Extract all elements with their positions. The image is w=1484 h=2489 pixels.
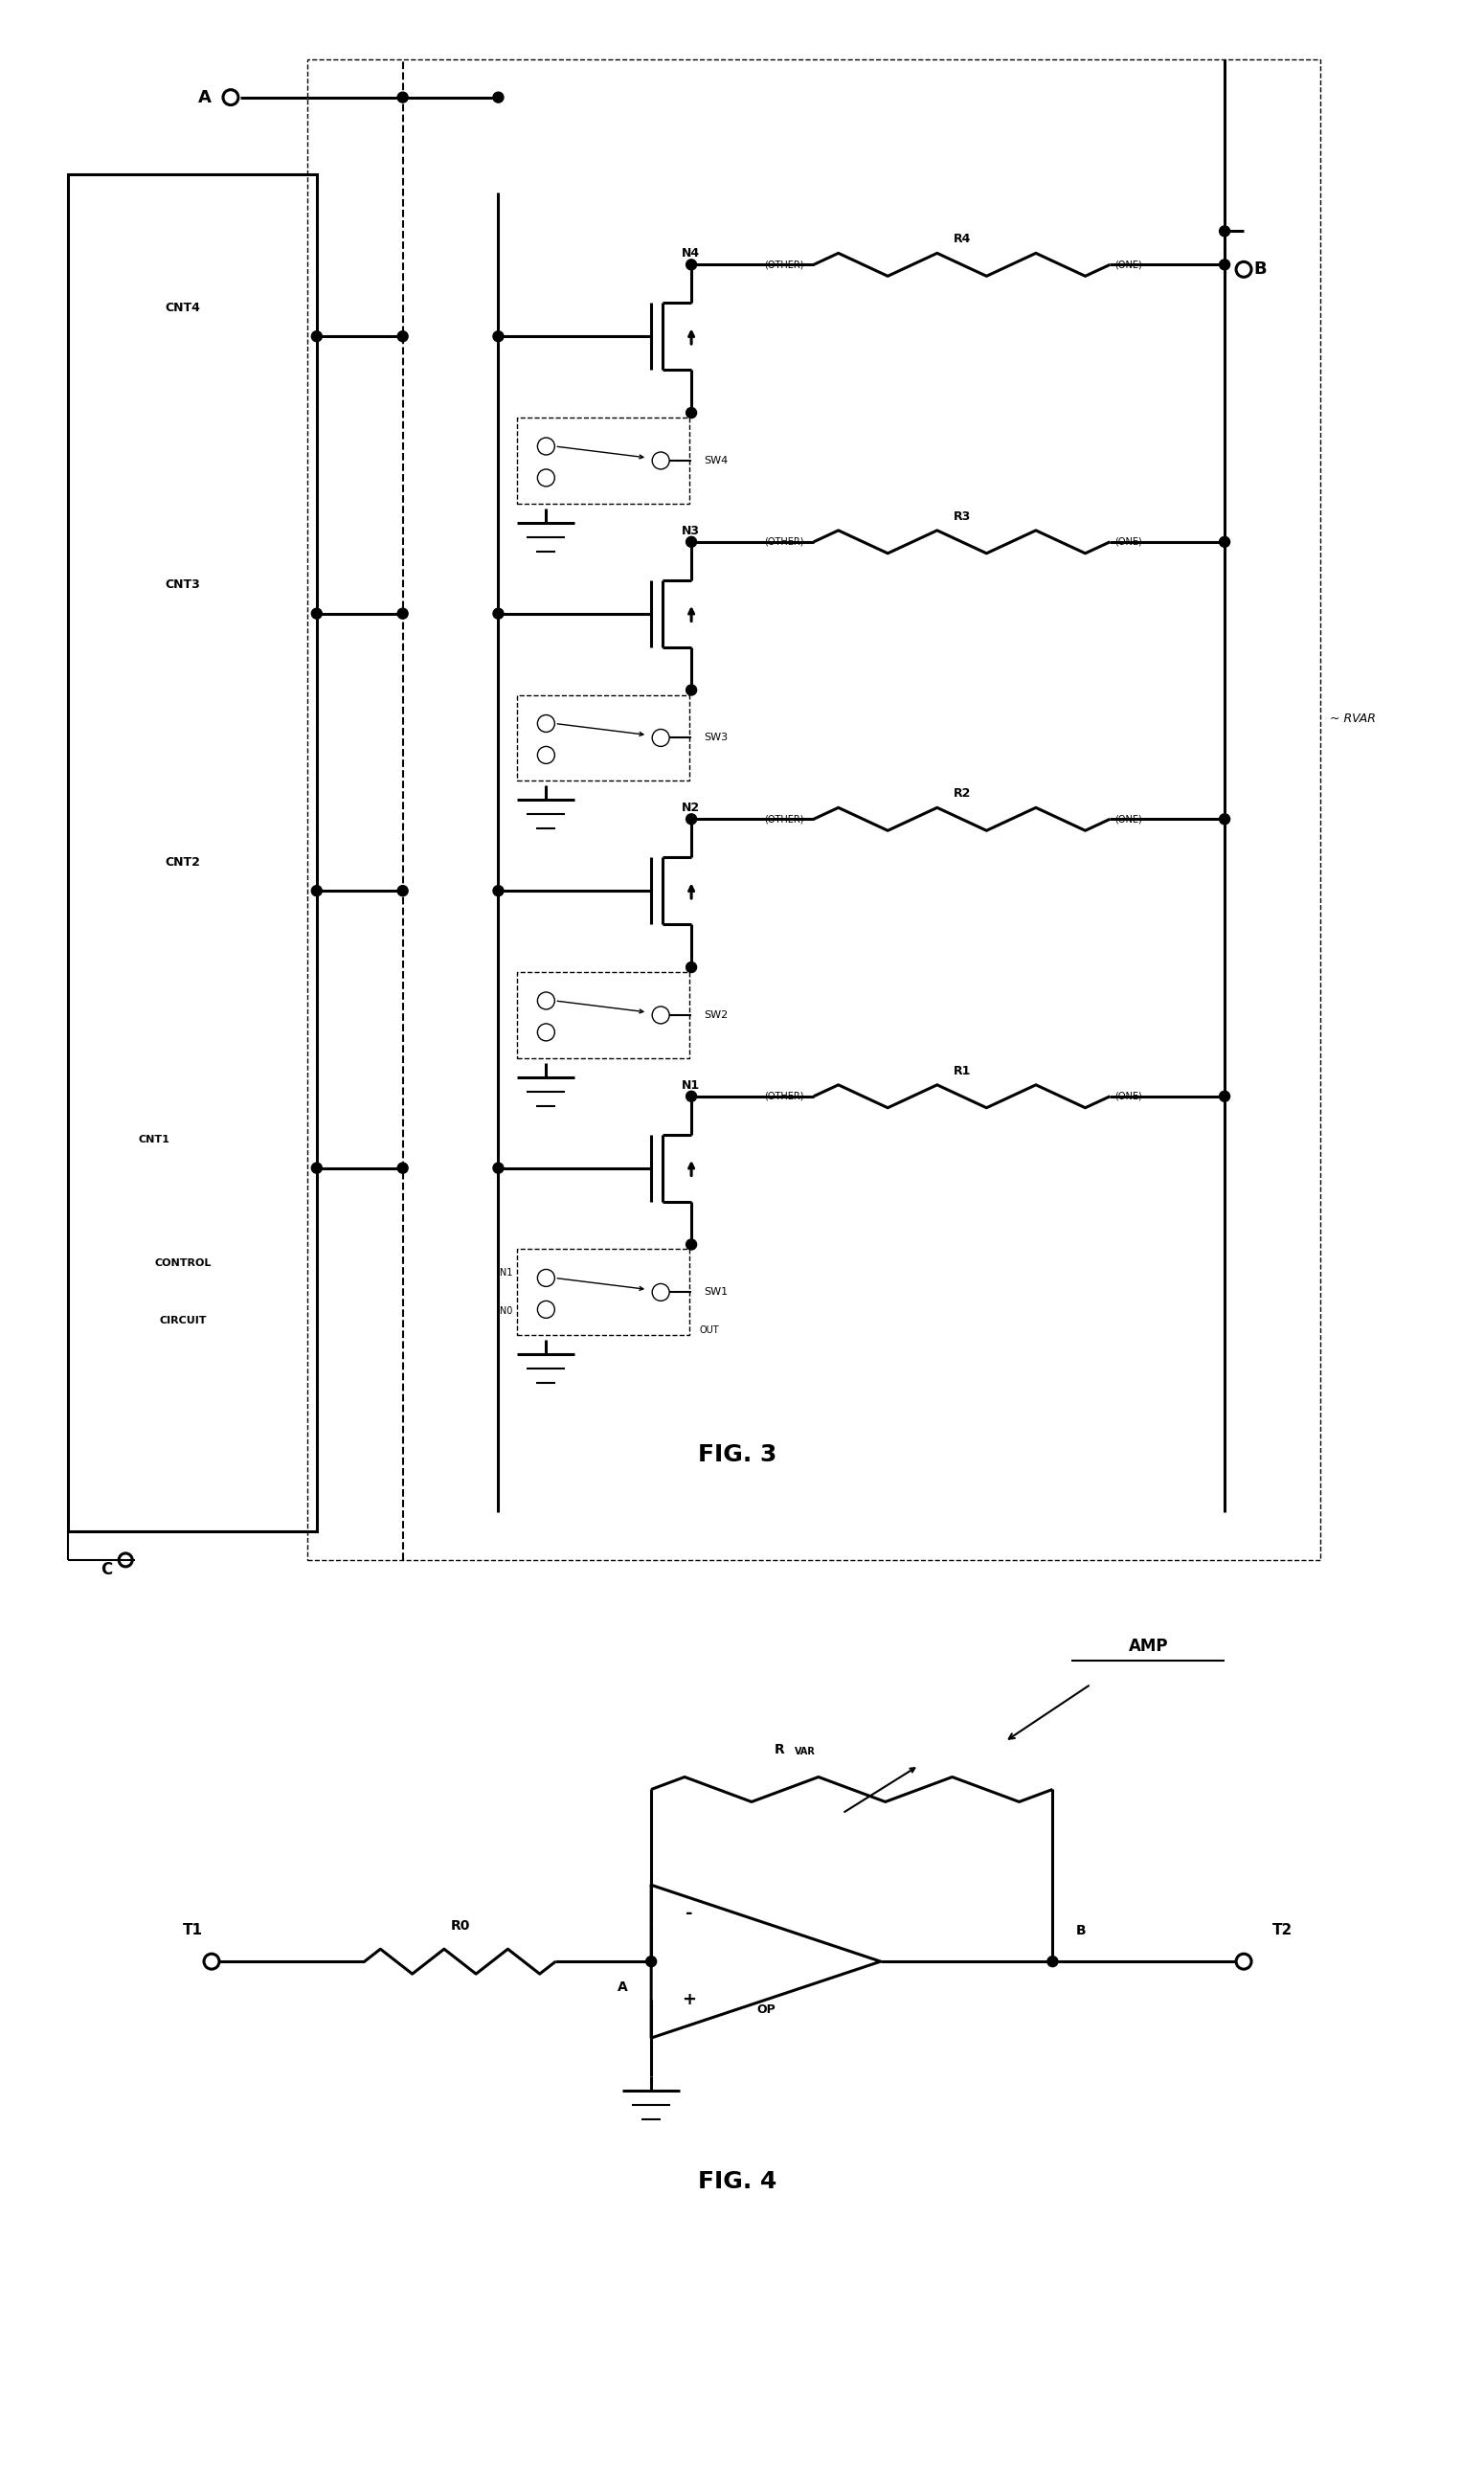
Text: VAR: VAR [794,1747,816,1755]
Text: CIRCUIT: CIRCUIT [159,1317,206,1327]
Text: IN0: IN0 [497,1307,512,1317]
Text: CNT3: CNT3 [165,577,200,590]
Circle shape [398,886,408,896]
Circle shape [398,1162,408,1172]
Circle shape [686,538,696,548]
Circle shape [1220,259,1230,269]
Circle shape [398,607,408,620]
Circle shape [686,1090,696,1103]
Text: CNT1: CNT1 [138,1135,171,1145]
Text: CNT4: CNT4 [165,301,200,314]
Circle shape [312,331,322,341]
Circle shape [686,259,696,269]
Text: R4: R4 [953,234,971,246]
Text: N2: N2 [681,801,700,814]
Circle shape [398,331,408,341]
Circle shape [1220,1090,1230,1103]
Circle shape [1048,1956,1058,1966]
Text: (ONE): (ONE) [1114,1093,1143,1100]
Circle shape [1220,226,1230,236]
Circle shape [686,1240,696,1249]
Text: (ONE): (ONE) [1114,538,1143,548]
Text: R3: R3 [953,510,971,523]
Circle shape [686,963,696,973]
Circle shape [398,92,408,102]
Text: -: - [686,1904,693,1922]
Text: N3: N3 [681,525,700,538]
Text: AMP: AMP [1128,1638,1168,1655]
Text: R2: R2 [953,787,971,799]
Bar [518,1249,690,1334]
Text: FIG. 4: FIG. 4 [697,2170,776,2193]
Text: N4: N4 [681,246,700,259]
Text: SW1: SW1 [703,1287,727,1297]
Text: (OTHER): (OTHER) [764,538,804,548]
Bar [518,973,690,1058]
Text: T1: T1 [183,1924,202,1936]
Bar [307,60,1321,1561]
Text: OP: OP [757,2004,775,2016]
Text: +: + [683,1991,696,2009]
Circle shape [686,684,696,694]
Text: A: A [617,1981,628,1994]
Circle shape [646,1956,656,1966]
Text: (OTHER): (OTHER) [764,259,804,269]
Text: ~ RVAR: ~ RVAR [1330,712,1376,724]
Circle shape [312,886,322,896]
Text: (OTHER): (OTHER) [764,814,804,824]
Text: N1: N1 [681,1080,700,1093]
Text: SW2: SW2 [703,1011,729,1020]
Circle shape [686,408,696,418]
Text: IN1: IN1 [497,1269,512,1277]
Circle shape [1220,814,1230,824]
Text: CNT2: CNT2 [165,856,200,869]
Circle shape [312,607,322,620]
Text: R1: R1 [953,1065,971,1078]
Text: R0: R0 [450,1919,470,1934]
Circle shape [493,607,503,620]
Circle shape [312,1162,322,1172]
Text: OUT: OUT [699,1327,718,1334]
Text: R: R [775,1742,785,1755]
Text: T2: T2 [1272,1924,1293,1936]
Text: (ONE): (ONE) [1114,814,1143,824]
Circle shape [493,92,503,102]
Bar [518,418,690,503]
Circle shape [493,886,503,896]
Text: (OTHER): (OTHER) [764,1093,804,1100]
Bar [68,174,316,1531]
Circle shape [686,814,696,824]
Text: CONTROL: CONTROL [154,1259,211,1269]
Text: SW4: SW4 [703,455,729,465]
Text: (ONE): (ONE) [1114,259,1143,269]
Circle shape [493,1162,503,1172]
Bar [518,694,690,782]
Text: SW3: SW3 [703,734,727,742]
Circle shape [1220,538,1230,548]
Circle shape [493,331,503,341]
Text: FIG. 3: FIG. 3 [697,1444,776,1466]
Text: C: C [101,1561,113,1578]
Text: A: A [199,90,212,107]
Text: B: B [1076,1924,1086,1936]
Text: B: B [1254,261,1266,279]
